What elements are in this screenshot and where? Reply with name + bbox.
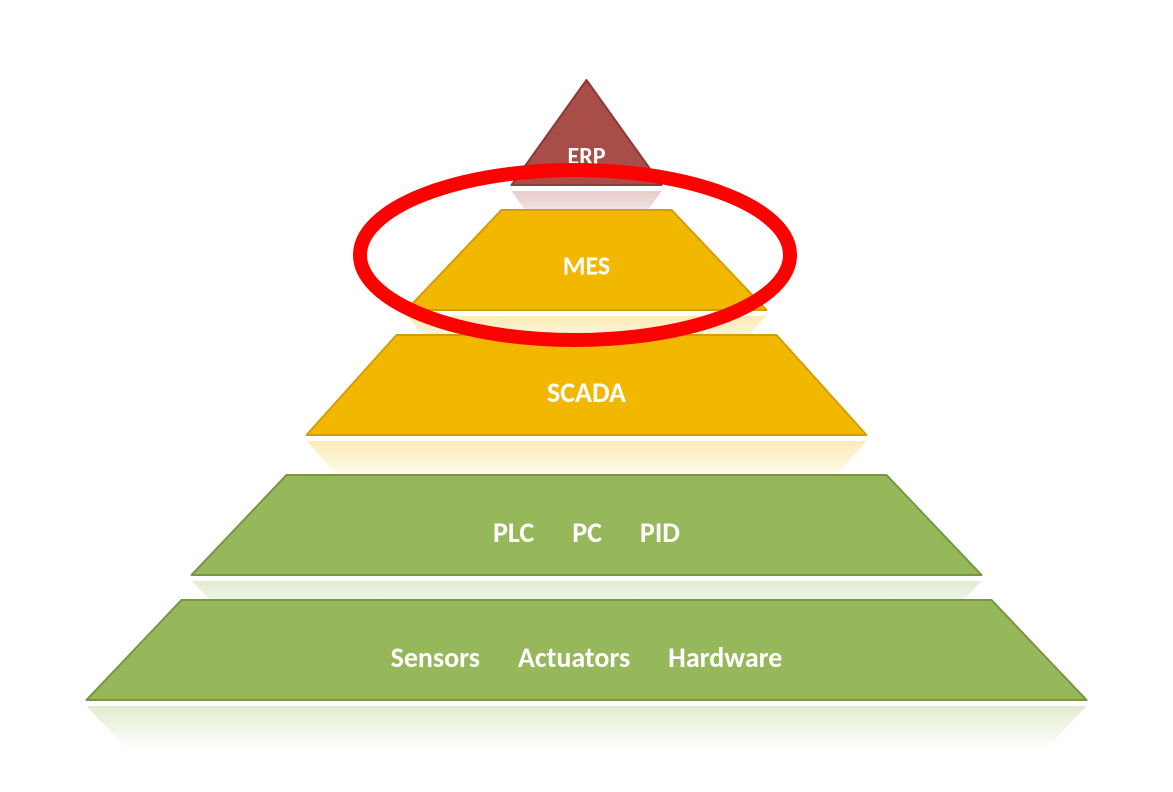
pyramid-level-plc-label: PLC PC PID [493,515,680,550]
pyramid-level-mes-label: MES [563,249,610,281]
pyramid-level-scada-label: SCADA [547,375,626,410]
automation-pyramid-diagram: ERPMESSCADAPLC PC PIDSensors Actuators H… [0,0,1173,792]
pyramid-level-sensors-label: Sensors Actuators Hardware [391,640,783,675]
pyramid-level-sensors-reflection [87,706,1087,751]
